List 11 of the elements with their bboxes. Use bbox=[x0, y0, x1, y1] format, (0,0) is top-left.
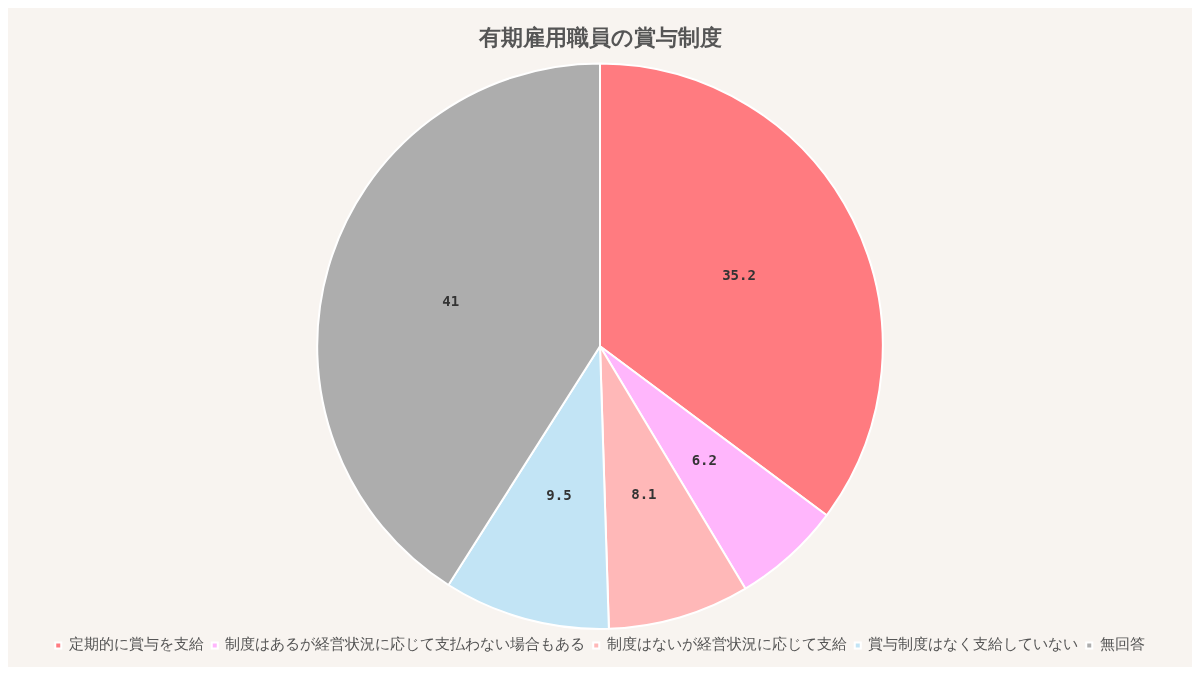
data-label: 41 bbox=[442, 293, 460, 310]
legend-label: 賞与制度はなく支給していない bbox=[868, 635, 1079, 654]
data-label: 8.1 bbox=[631, 486, 657, 503]
data-label: 35.2 bbox=[722, 267, 756, 284]
data-label: 6.2 bbox=[691, 452, 717, 469]
legend-label: 無回答 bbox=[1099, 635, 1145, 654]
legend-label: 制度はあるが経営状況に応じて支払わない場合もある bbox=[225, 635, 586, 654]
legend-label: 定期的に賞与を支給 bbox=[68, 635, 204, 654]
chart-title: 有期雇用職員の賞与制度 bbox=[477, 24, 722, 50]
data-label: 9.5 bbox=[546, 486, 572, 503]
legend-label: 制度はないが経営状況に応じて支給 bbox=[606, 635, 847, 654]
